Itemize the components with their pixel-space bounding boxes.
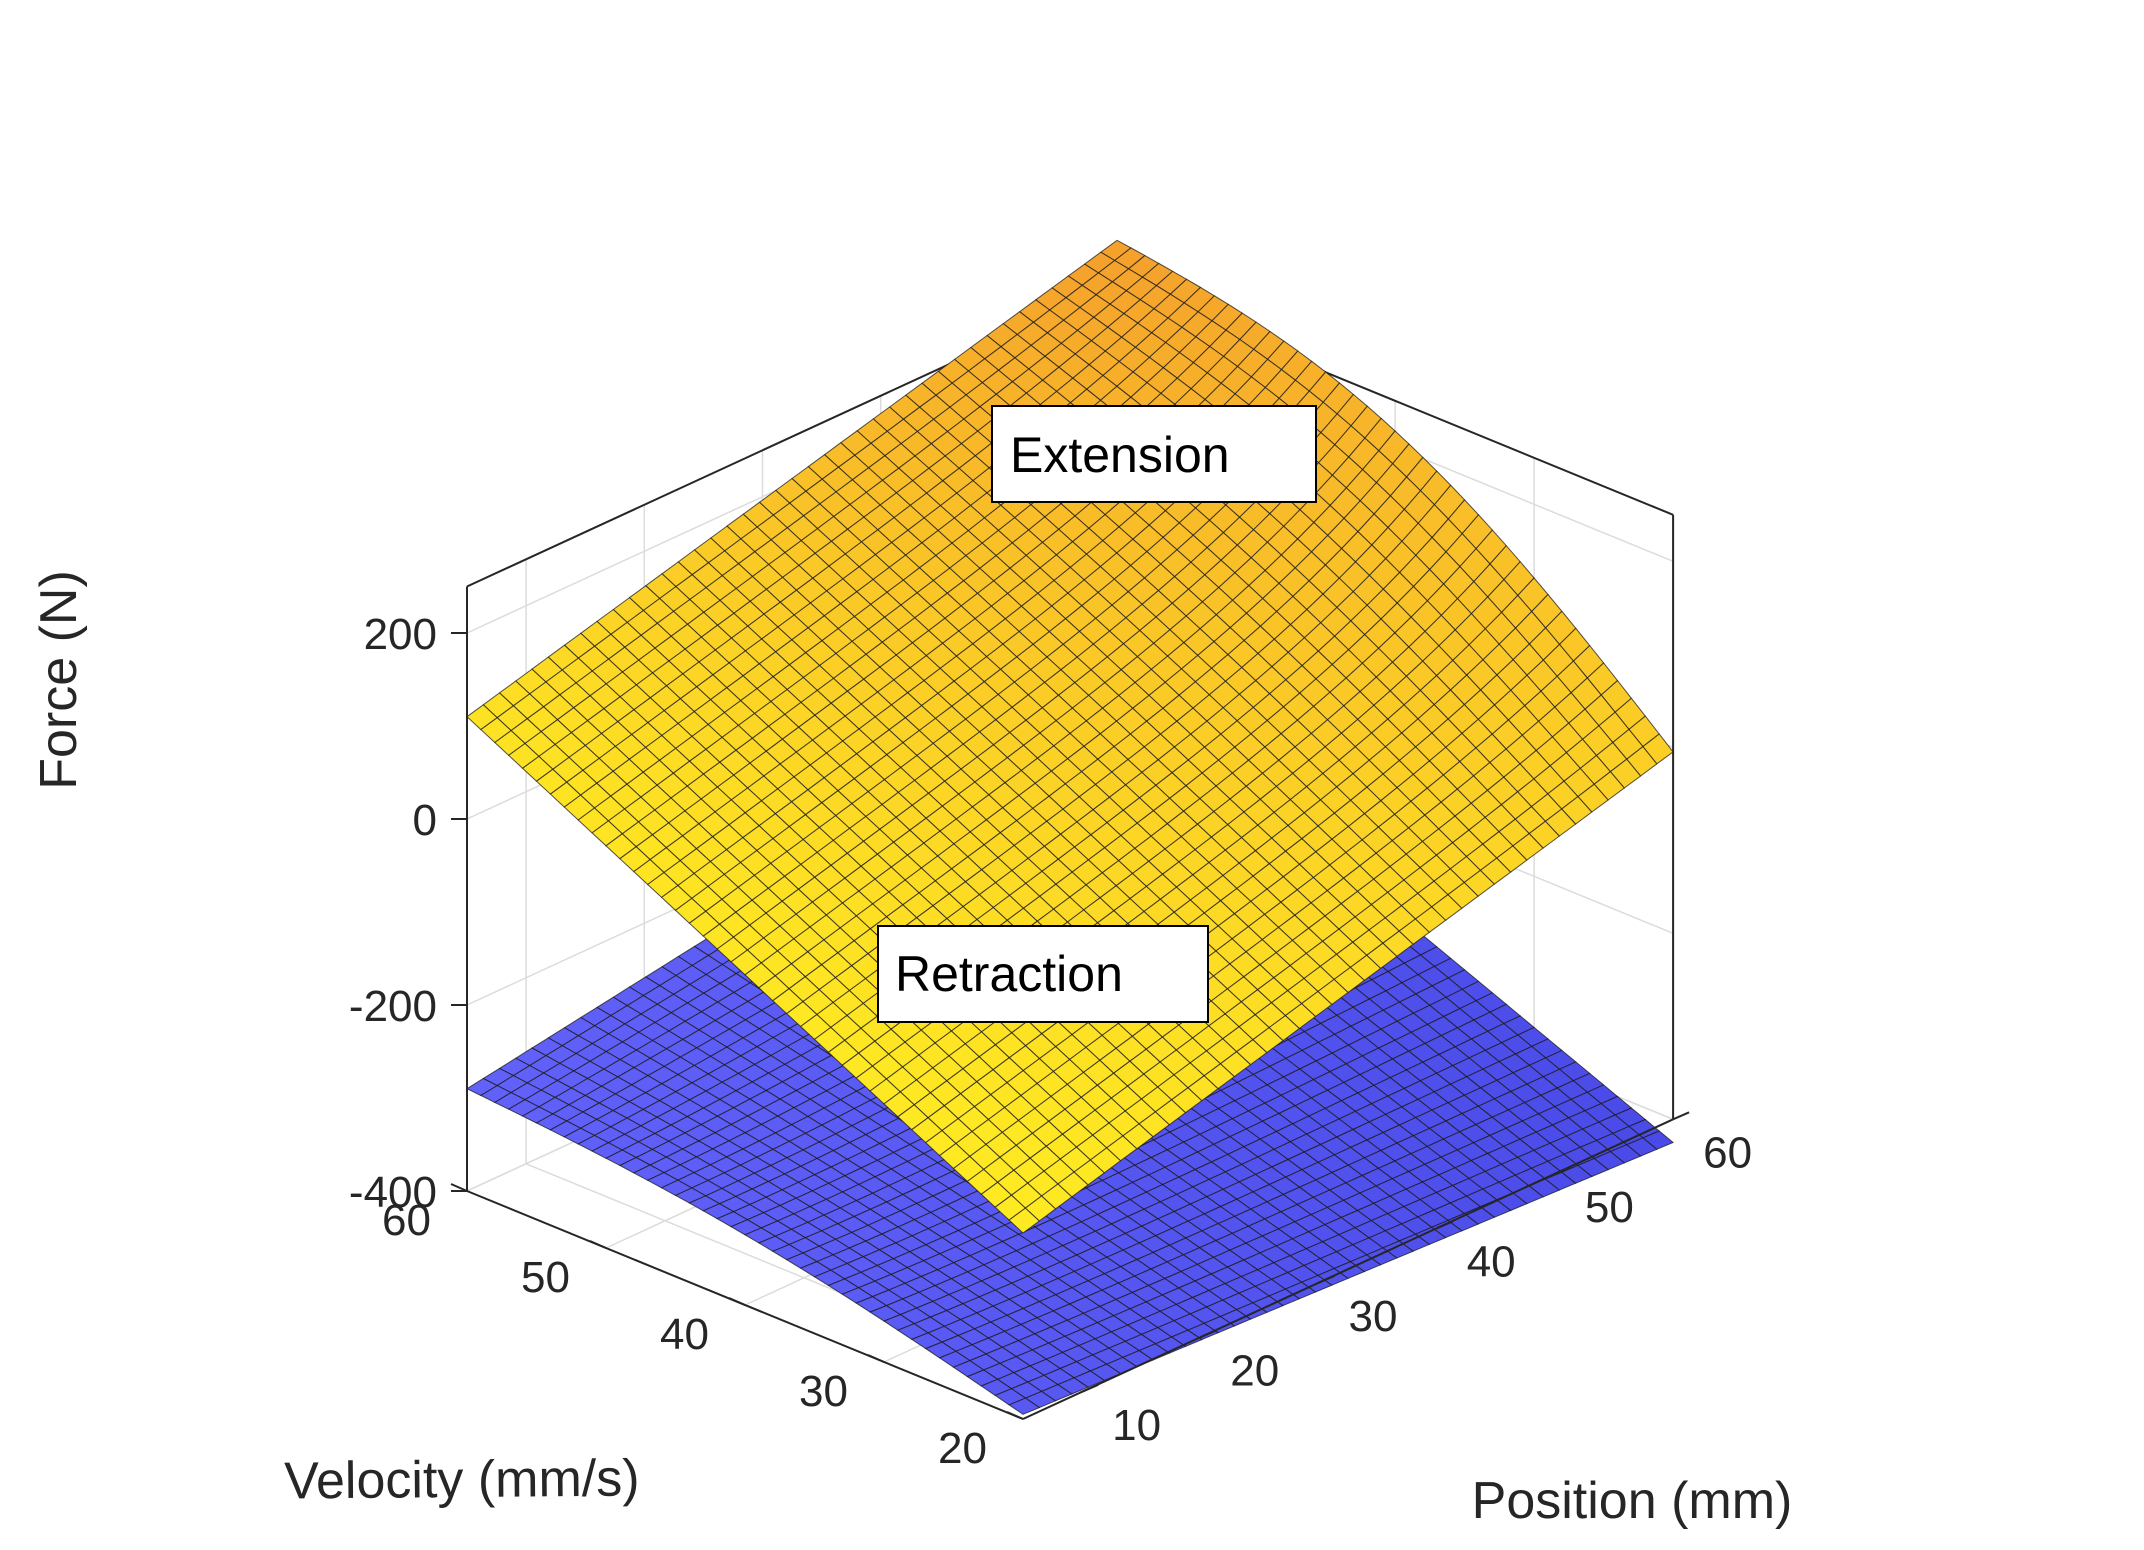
x-tick-label: 40 [1467,1237,1516,1286]
y-tick-label: 60 [382,1196,431,1245]
z-tick-label: 200 [364,610,437,659]
z-axis-label: Force (N) [30,570,88,790]
y-tick-mark [1006,1411,1024,1420]
surface-extension [466,239,1674,1234]
ticks-layer: -400 -200 0 200 20 30 40 50 60 10 20 30 40 50 60 [349,610,1752,1473]
x-tick-mark [1436,1220,1454,1230]
annotation-extension: Extension [991,405,1317,503]
x-tick-mark [1081,1383,1099,1393]
surface-patch [1008,1207,1041,1234]
z-tick-label: 0 [413,796,437,845]
x-axis-label: Position (mm) [1472,1472,1793,1530]
z-tick-label: -400 [349,1168,437,1217]
annotation-retraction-box [877,925,1209,1023]
annotation-extension-box [991,405,1317,503]
y-tick-mark [589,1240,607,1249]
x-tick-label: 50 [1585,1183,1634,1232]
y-tick-label: 40 [660,1310,709,1359]
y-tick-label: 30 [799,1367,848,1416]
x-tick-label: 10 [1112,1401,1161,1450]
y-axis-label: Velocity (mm/s) [284,1449,640,1510]
x-tick-mark [1199,1329,1217,1339]
x-tick-label: 20 [1230,1346,1279,1395]
y-tick-mark [450,1183,468,1192]
surface-patch [1008,1397,1041,1415]
x-tick-label: 60 [1703,1128,1752,1177]
x-tick-mark [1554,1165,1572,1175]
annotation-extension-text: Extension [1010,427,1230,483]
x-tick-mark [1672,1111,1690,1121]
y-tick-mark [728,1297,746,1306]
annotation-retraction: Retraction [877,925,1209,1023]
y-tick-mark [867,1354,885,1363]
y-tick-label: 20 [938,1424,987,1473]
x-tick-mark [1318,1274,1335,1284]
annotation-retraction-text: Retraction [895,946,1123,1002]
x-tick-label: 30 [1349,1292,1398,1341]
y-tick-label: 50 [521,1253,570,1302]
z-tick-label: -200 [349,982,437,1031]
